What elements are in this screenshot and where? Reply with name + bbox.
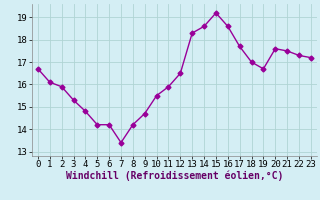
X-axis label: Windchill (Refroidissement éolien,°C): Windchill (Refroidissement éolien,°C) [66, 171, 283, 181]
